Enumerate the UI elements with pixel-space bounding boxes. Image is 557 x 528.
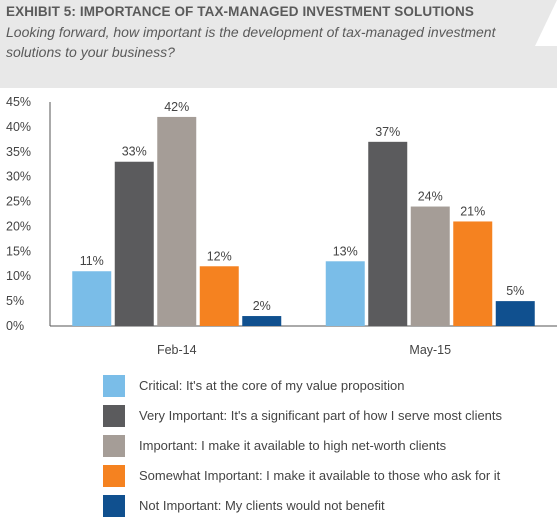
- legend-swatch: [103, 465, 125, 487]
- data-label: 11%: [80, 254, 104, 268]
- legend-swatch: [103, 435, 125, 457]
- y-tick-label: 0%: [6, 319, 24, 333]
- y-tick-label: 15%: [6, 244, 31, 258]
- y-tick-label: 25%: [6, 195, 31, 209]
- chart-header: EXHIBIT 5: IMPORTANCE OF TAX-MANAGED INV…: [0, 0, 557, 88]
- legend-label: Important: I make it available to high n…: [139, 438, 447, 453]
- bar: [495, 301, 535, 326]
- bar: [242, 316, 282, 326]
- bar: [199, 266, 239, 326]
- y-tick-label: 5%: [6, 294, 24, 308]
- chart-title: EXHIBIT 5: IMPORTANCE OF TAX-MANAGED INV…: [6, 4, 474, 19]
- y-tick-label: 10%: [6, 269, 31, 283]
- y-tick-label: 40%: [6, 120, 31, 134]
- data-label: 13%: [333, 244, 358, 258]
- legend-item: Critical: It's at the core of my value p…: [103, 375, 553, 397]
- y-tick-label: 35%: [6, 145, 31, 159]
- legend-item: Very Important: It's a significant part …: [103, 405, 553, 427]
- bar: [453, 221, 493, 326]
- chart-subtitle: Looking forward, how important is the de…: [6, 24, 496, 60]
- y-tick-label: 20%: [6, 219, 31, 233]
- legend-swatch: [103, 405, 125, 427]
- bar: [410, 206, 450, 326]
- y-tick-label: 45%: [6, 95, 31, 109]
- bar-chart: 0% 5% 10% 15% 20% 25% 30% 35% 40% 45% 11% 33% 42% 12%…: [6, 95, 557, 357]
- data-label: 12%: [207, 249, 232, 263]
- bar: [157, 116, 197, 326]
- x-tick-label: May-15: [409, 343, 451, 357]
- legend-label: Somewhat Important: I make it available …: [139, 468, 501, 483]
- data-label: 24%: [418, 190, 443, 204]
- corner-fold: [535, 0, 557, 46]
- data-label: 5%: [506, 284, 524, 298]
- data-label: 33%: [122, 145, 147, 159]
- bar: [368, 141, 408, 326]
- legend-swatch: [103, 375, 125, 397]
- legend-item: Important: I make it available to high n…: [103, 435, 553, 457]
- bar: [114, 161, 154, 326]
- y-tick-label: 30%: [6, 170, 31, 184]
- data-label: 21%: [460, 204, 485, 218]
- legend-swatch: [103, 495, 125, 517]
- bar: [72, 271, 112, 326]
- legend-label: Not Important: My clients would not bene…: [139, 498, 385, 513]
- legend-label: Critical: It's at the core of my value p…: [139, 378, 405, 393]
- bar: [325, 261, 365, 326]
- data-label: 37%: [375, 125, 400, 139]
- data-label: 42%: [164, 100, 189, 114]
- data-label: 2%: [253, 299, 271, 313]
- x-tick-label: Feb-14: [157, 343, 197, 357]
- legend-item: Not Important: My clients would not bene…: [103, 495, 553, 517]
- legend-item: Somewhat Important: I make it available …: [103, 465, 553, 487]
- legend-label: Very Important: It's a significant part …: [139, 408, 503, 423]
